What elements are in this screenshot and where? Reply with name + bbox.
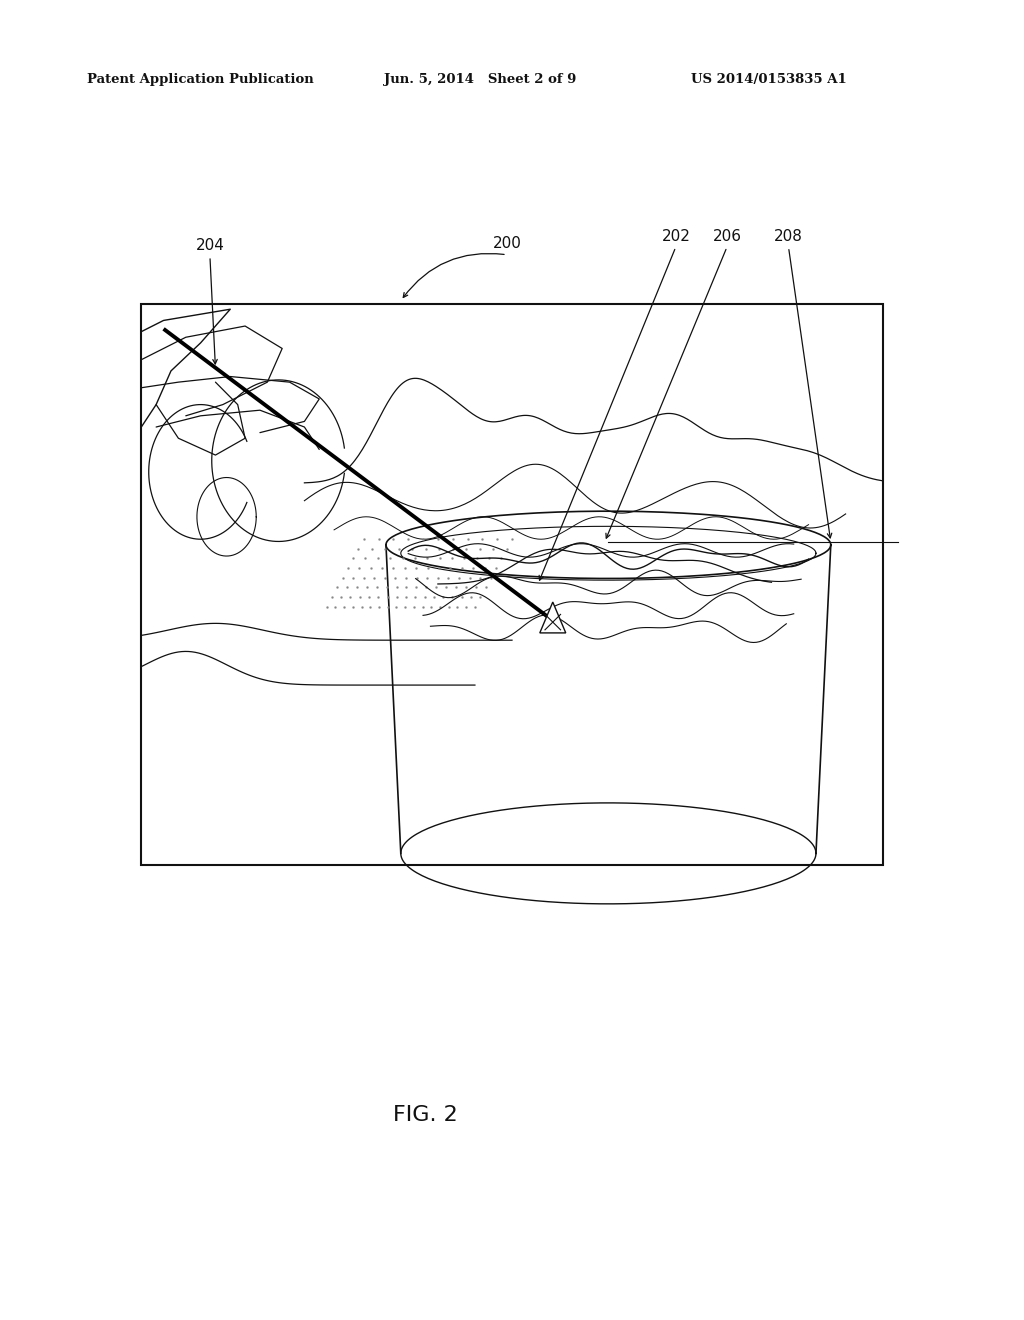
Text: Jun. 5, 2014   Sheet 2 of 9: Jun. 5, 2014 Sheet 2 of 9 (384, 73, 577, 86)
Text: 208: 208 (774, 230, 803, 244)
Text: 202: 202 (662, 230, 690, 244)
Text: Patent Application Publication: Patent Application Publication (87, 73, 313, 86)
Text: US 2014/0153835 A1: US 2014/0153835 A1 (691, 73, 847, 86)
Text: 204: 204 (196, 239, 224, 253)
Bar (141, 304, 883, 865)
FancyArrowPatch shape (403, 253, 504, 297)
Text: FIG. 2: FIG. 2 (392, 1105, 458, 1126)
Text: 206: 206 (713, 230, 741, 244)
Text: 200: 200 (493, 236, 521, 251)
Polygon shape (540, 602, 565, 632)
